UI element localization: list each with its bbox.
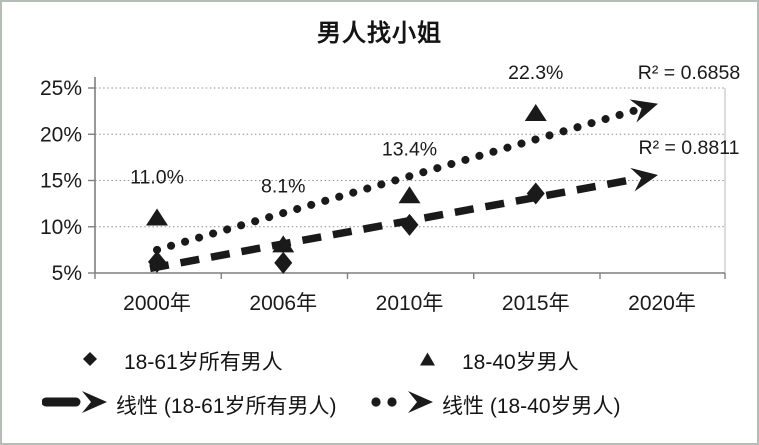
dashed-arrow-icon <box>41 390 108 420</box>
svg-text:5%: 5% <box>52 262 82 285</box>
data-point-triangle <box>524 103 547 121</box>
legend-label: 线性 (18-40岁男人) <box>442 395 621 418</box>
x-axis-labels: 2000年 2006年 2010年 2015年 2020年 <box>123 292 696 315</box>
svg-text:20%: 20% <box>40 123 82 146</box>
data-point-diamond <box>274 251 293 274</box>
data-point-triangle <box>398 186 421 204</box>
axes <box>88 77 726 279</box>
svg-text:8.1%: 8.1% <box>261 175 305 197</box>
data-point-diamond <box>400 213 419 236</box>
legend-label: 线性 (18-61岁所有男人) <box>116 395 337 418</box>
svg-text:13.4%: 13.4% <box>382 138 437 160</box>
data-point-diamond <box>526 182 545 205</box>
triangle-marker-icon <box>419 349 436 373</box>
svg-text:22.3%: 22.3% <box>508 62 563 84</box>
trend-arrowhead-icon <box>629 99 658 123</box>
trendline-dotted: R² = 0.6858 <box>153 62 740 254</box>
data-point-diamond <box>148 250 166 273</box>
svg-text:2015年: 2015年 <box>502 292 570 315</box>
point-labels: 11.0% 8.1% 13.4% 22.3% <box>130 62 563 197</box>
chart-plot-area: 5% 10% 15% 20% 25% 2000年 2006年 2010年 2015年 2020年 R… <box>40 62 740 315</box>
trendline-dashed: R² = 0.8811 <box>149 137 740 273</box>
svg-text:10%: 10% <box>40 216 82 239</box>
dotted-arrow-icon <box>368 390 434 420</box>
legend-label: 18-40岁男人 <box>462 351 579 374</box>
svg-text:25%: 25% <box>40 77 82 100</box>
legend-item-dashed-trend: 线性 (18-61岁所有男人) <box>41 390 337 420</box>
series-triangle <box>146 103 547 253</box>
y-axis-labels: 5% 10% 15% 20% 25% <box>40 77 82 285</box>
r-squared-label: R² = 0.6858 <box>638 62 740 84</box>
legend-item-triangle-series: 18-40岁男人 <box>419 346 579 376</box>
diamond-marker-icon <box>82 349 98 373</box>
r-squared-label: R² = 0.8811 <box>639 137 740 159</box>
gridlines <box>95 87 726 273</box>
series-diamond <box>148 182 545 274</box>
svg-text:2006年: 2006年 <box>249 292 317 315</box>
legend-label: 18-61岁所有男人 <box>124 351 283 374</box>
svg-text:2020年: 2020年 <box>628 292 696 315</box>
data-point-triangle <box>146 208 168 226</box>
legend-item-dotted-trend: 线性 (18-40岁男人) <box>368 390 621 420</box>
svg-text:2010年: 2010年 <box>376 292 444 315</box>
svg-text:11.0%: 11.0% <box>130 167 184 189</box>
svg-text:2000年: 2000年 <box>123 292 191 315</box>
data-point-triangle <box>272 235 295 253</box>
legend-item-diamond-series: 18-61岁所有男人 <box>82 346 283 376</box>
svg-text:15%: 15% <box>40 170 82 193</box>
trend-arrowhead-icon <box>630 167 658 192</box>
chart-title: 男人找小姐 <box>317 20 442 47</box>
